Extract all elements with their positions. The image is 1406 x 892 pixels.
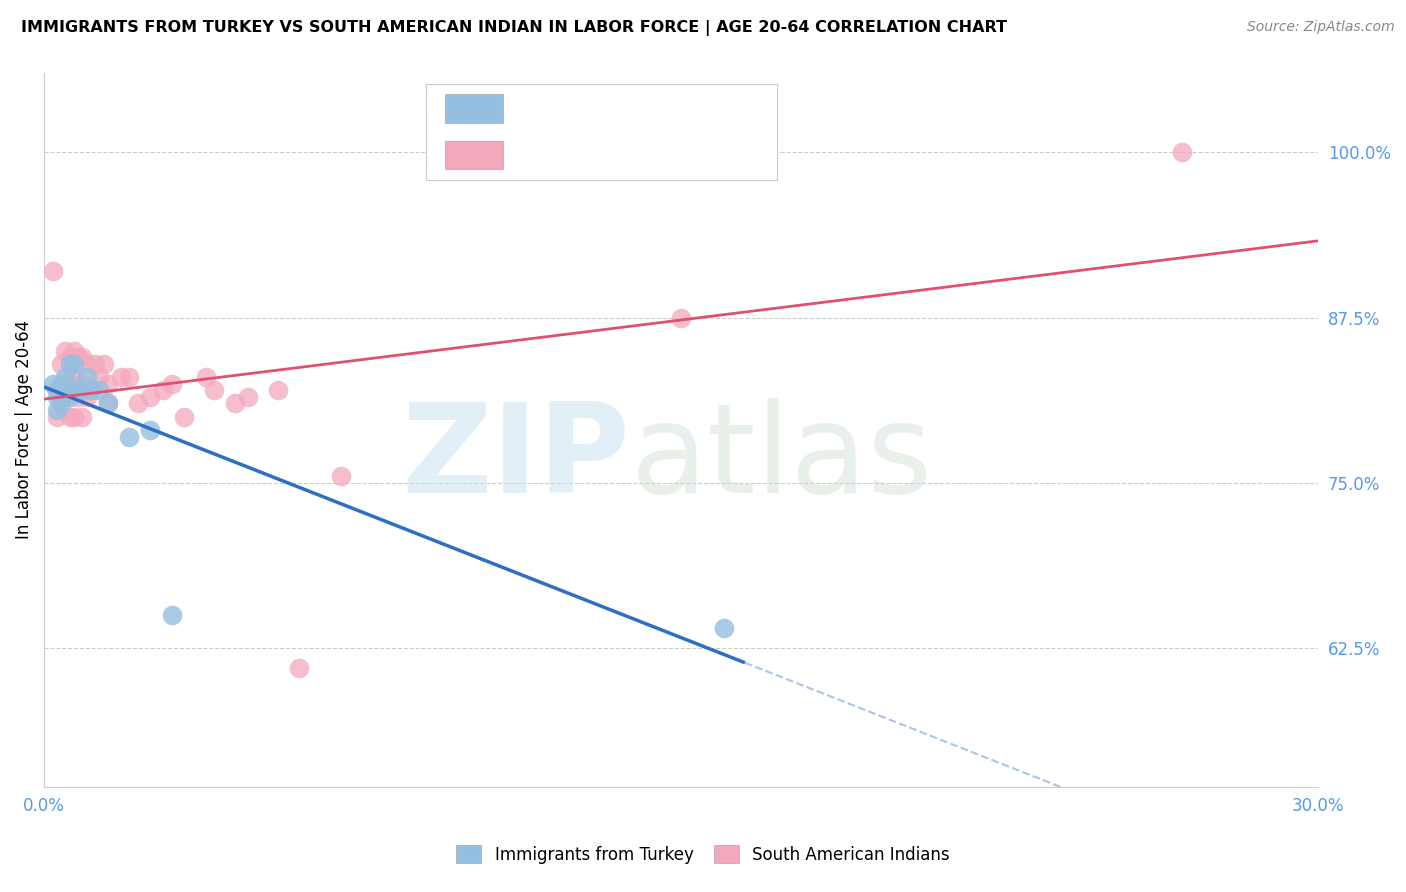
Point — [160, 376, 183, 391]
Point — [45, 384, 67, 398]
Text: 42: 42 — [720, 146, 742, 164]
Point — [58, 357, 80, 371]
FancyBboxPatch shape — [446, 141, 503, 169]
Point — [80, 384, 103, 398]
Point — [53, 343, 76, 358]
Point — [76, 357, 98, 371]
Point — [97, 376, 120, 391]
Point — [288, 661, 311, 675]
Point — [127, 396, 149, 410]
Point — [72, 376, 94, 391]
Text: IMMIGRANTS FROM TURKEY VS SOUTH AMERICAN INDIAN IN LABOR FORCE | AGE 20-64 CORRE: IMMIGRANTS FROM TURKEY VS SOUTH AMERICAN… — [21, 20, 1007, 36]
Point — [63, 343, 86, 358]
Point — [53, 384, 76, 398]
Text: 0.145: 0.145 — [569, 146, 621, 164]
Point — [330, 469, 353, 483]
Point — [89, 370, 111, 384]
Y-axis label: In Labor Force | Age 20-64: In Labor Force | Age 20-64 — [15, 320, 32, 540]
Point — [67, 390, 90, 404]
Point — [58, 390, 80, 404]
Text: atlas: atlas — [630, 398, 932, 519]
Point — [80, 384, 103, 398]
Text: N =: N = — [671, 100, 707, 118]
Point — [89, 384, 111, 398]
Point — [72, 350, 94, 364]
Point — [84, 357, 107, 371]
Point — [58, 409, 80, 424]
Point — [139, 423, 162, 437]
Point — [110, 370, 132, 384]
Point — [45, 390, 67, 404]
Point — [72, 409, 94, 424]
Point — [139, 390, 162, 404]
Point — [72, 384, 94, 398]
Point — [63, 409, 86, 424]
Point — [67, 350, 90, 364]
Point — [49, 357, 72, 371]
Text: 21: 21 — [720, 100, 742, 118]
Point — [93, 357, 115, 371]
Text: R =: R = — [517, 100, 554, 118]
Point — [118, 429, 141, 443]
Text: R =: R = — [517, 146, 554, 164]
Point — [224, 396, 246, 410]
Point — [63, 357, 86, 371]
Point — [1171, 145, 1194, 160]
Point — [713, 621, 735, 635]
Point — [53, 384, 76, 398]
Point — [669, 310, 692, 325]
Point — [58, 350, 80, 364]
FancyBboxPatch shape — [446, 95, 503, 123]
Point — [41, 376, 63, 391]
Point — [67, 384, 90, 398]
Point — [45, 409, 67, 424]
Legend: Immigrants from Turkey, South American Indians: Immigrants from Turkey, South American I… — [450, 838, 956, 871]
Point — [63, 370, 86, 384]
Point — [97, 396, 120, 410]
Point — [97, 396, 120, 410]
Point — [160, 607, 183, 622]
Text: ZIP: ZIP — [402, 398, 630, 519]
Point — [236, 390, 259, 404]
Point — [49, 396, 72, 410]
Point — [49, 376, 72, 391]
FancyBboxPatch shape — [426, 84, 776, 180]
Point — [58, 376, 80, 391]
Text: N =: N = — [671, 146, 707, 164]
Point — [49, 390, 72, 404]
Point — [194, 370, 217, 384]
Point — [41, 264, 63, 278]
Point — [173, 409, 195, 424]
Point — [49, 384, 72, 398]
Point — [76, 370, 98, 384]
Text: -0.657: -0.657 — [569, 100, 628, 118]
Point — [118, 370, 141, 384]
Point — [267, 384, 290, 398]
Point — [202, 384, 225, 398]
Point — [76, 390, 98, 404]
Point — [45, 403, 67, 417]
Point — [53, 370, 76, 384]
Text: Source: ZipAtlas.com: Source: ZipAtlas.com — [1247, 20, 1395, 34]
Point — [152, 384, 174, 398]
